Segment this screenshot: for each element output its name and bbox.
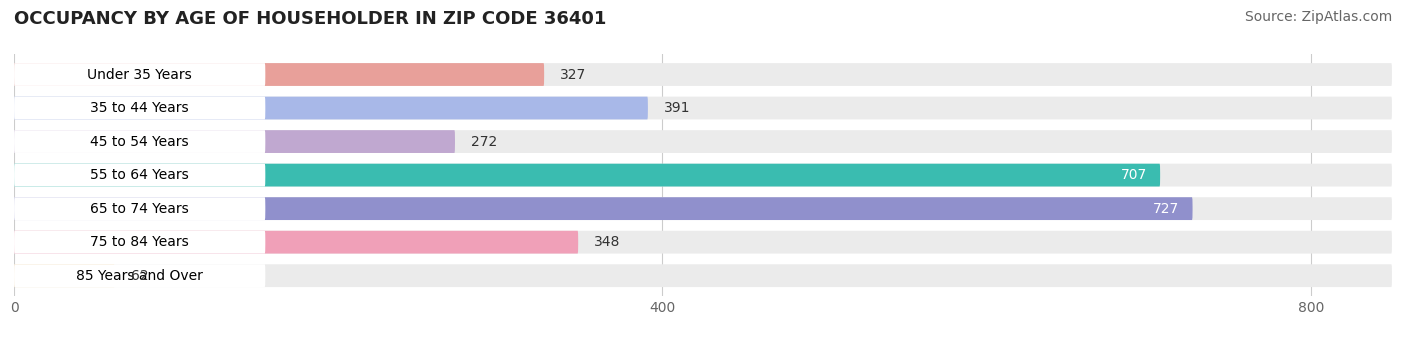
FancyBboxPatch shape (14, 97, 266, 119)
FancyBboxPatch shape (14, 63, 1392, 86)
FancyBboxPatch shape (14, 130, 1392, 153)
FancyBboxPatch shape (14, 164, 1392, 187)
FancyBboxPatch shape (14, 63, 266, 86)
Text: Source: ZipAtlas.com: Source: ZipAtlas.com (1244, 10, 1392, 24)
Text: 65 to 74 Years: 65 to 74 Years (90, 202, 188, 216)
Text: 272: 272 (471, 135, 498, 149)
Text: 327: 327 (561, 68, 586, 82)
Text: 391: 391 (664, 101, 690, 115)
Text: 35 to 44 Years: 35 to 44 Years (90, 101, 188, 115)
FancyBboxPatch shape (14, 264, 266, 287)
Text: 348: 348 (595, 235, 621, 249)
FancyBboxPatch shape (14, 97, 648, 119)
Text: OCCUPANCY BY AGE OF HOUSEHOLDER IN ZIP CODE 36401: OCCUPANCY BY AGE OF HOUSEHOLDER IN ZIP C… (14, 10, 606, 28)
FancyBboxPatch shape (14, 197, 266, 220)
FancyBboxPatch shape (14, 231, 1392, 254)
Text: 75 to 84 Years: 75 to 84 Years (90, 235, 188, 249)
FancyBboxPatch shape (14, 231, 578, 254)
Text: Under 35 Years: Under 35 Years (87, 68, 193, 82)
FancyBboxPatch shape (14, 197, 1392, 220)
FancyBboxPatch shape (14, 63, 544, 86)
Text: 707: 707 (1121, 168, 1147, 182)
FancyBboxPatch shape (14, 231, 266, 254)
FancyBboxPatch shape (14, 164, 266, 187)
Text: 85 Years and Over: 85 Years and Over (76, 269, 202, 283)
Text: 727: 727 (1153, 202, 1180, 216)
FancyBboxPatch shape (14, 197, 1192, 220)
FancyBboxPatch shape (14, 264, 114, 287)
FancyBboxPatch shape (14, 97, 1392, 119)
FancyBboxPatch shape (14, 130, 266, 153)
FancyBboxPatch shape (14, 164, 1160, 187)
FancyBboxPatch shape (14, 130, 456, 153)
Text: 62: 62 (131, 269, 149, 283)
Text: 45 to 54 Years: 45 to 54 Years (90, 135, 188, 149)
FancyBboxPatch shape (14, 264, 1392, 287)
Text: 55 to 64 Years: 55 to 64 Years (90, 168, 188, 182)
